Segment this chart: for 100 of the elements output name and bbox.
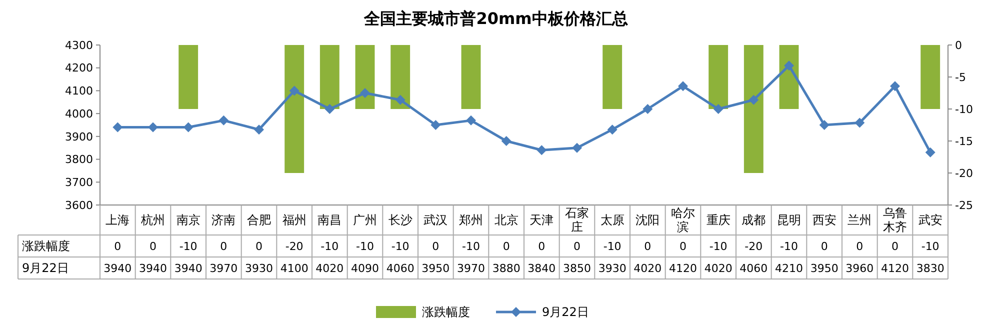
data-label: 4060 [386,262,414,275]
data-label: 4020 [316,262,344,275]
point [572,142,582,153]
x-tick-label: 长沙 [388,213,412,228]
point [536,145,547,156]
x-tick-label: 北京 [494,213,518,228]
point [713,104,724,114]
point [890,81,900,92]
chart-title: 全国主要城市普20mm中板价格汇总 [363,9,628,28]
point [678,81,688,92]
data-label: 3840 [528,262,556,275]
y2-tick-label: 0 [955,38,962,52]
data-label: 4060 [740,262,768,275]
point [748,94,759,105]
x-tick-label: 石家庄 [565,206,589,234]
text: 9月22日 [22,261,69,276]
data-label: 4020 [704,262,732,275]
data-label: 0 [502,240,510,253]
point [854,118,865,128]
x-tick-label: 上海 [106,213,130,228]
legend-label: 涨跌幅度 [422,305,470,320]
data-label: 3940 [104,262,132,275]
data-label: 4100 [280,262,308,275]
point [819,120,830,130]
data-label: -10 [356,240,374,253]
data-label: 0 [820,240,828,253]
point [607,124,618,135]
point [254,124,264,135]
data-label: -10 [780,240,798,253]
data-label: 3930 [245,262,273,275]
x-tick-label: 沈阳 [636,213,660,228]
data-label: -10 [921,240,940,253]
data-label: 0 [574,240,580,253]
y2-tick-label: -10 [955,102,973,116]
data-label: 4210 [775,262,803,275]
data-label: 4120 [669,262,697,275]
data-label: 3970 [457,262,485,275]
data-label: 3950 [810,262,838,275]
data-label: 3830 [916,262,944,275]
data-label: -10 [603,240,622,253]
data-label: 4090 [351,262,379,275]
x-tick-label: 天津 [530,213,554,228]
y-tick-label: 4100 [65,84,93,98]
y-tick-label: 3900 [65,130,93,144]
point [430,120,441,130]
point [148,122,158,132]
x-tick-label: 南昌 [318,213,342,228]
data-label: 3880 [492,262,520,275]
y2-tick-label: -25 [955,198,973,212]
x-tick-label: 杭州 [140,213,165,228]
data-label: 3850 [563,262,591,275]
x-tick-label: 哈尔滨 [671,206,695,234]
x-tick-label: 太原 [600,213,624,228]
data-label: -20 [744,240,763,253]
x-tick-label: 重庆 [706,213,730,228]
y-tick-label: 4000 [65,107,93,120]
data-label: 0 [432,240,440,253]
y2-tick-label: -15 [955,134,973,148]
y2-tick-label: -5 [955,70,966,84]
x-tick-label: 南京 [176,213,200,228]
data-label: 4120 [881,262,909,275]
point [360,88,370,98]
x-tick-label: 成都 [742,213,766,228]
data-label: 3970 [210,262,238,275]
point [466,115,476,126]
point [112,122,123,132]
y2-tick-label: -20 [955,166,973,180]
data-label: 0 [680,240,686,253]
y-tick-label: 4300 [65,38,93,52]
point [218,115,229,126]
data-label: 3960 [846,262,874,275]
x-tick-label: 乌鲁木齐 [883,206,907,234]
x-tick-label: 兰州 [848,213,872,228]
data-label: 4020 [634,262,662,275]
data-label: -10 [320,240,339,253]
legend-label: 9月22日 [542,305,589,320]
data-label: 3930 [598,262,626,275]
x-tick-label: 福州 [282,213,306,228]
data-label: -10 [709,240,728,253]
point [183,122,194,132]
x-tick-label: 广州 [353,213,377,228]
x-tick-label: 合肥 [247,213,271,228]
y-tick-label: 3600 [65,198,93,212]
x-tick-label: 武汉 [424,213,448,228]
point [925,147,936,158]
x-tick-label: 济南 [212,213,236,228]
data-label: -10 [179,240,198,253]
y-tick-label: 3800 [65,153,93,166]
x-tick-label: 昆明 [777,213,801,228]
data-label: 0 [856,240,864,253]
data-label: 3940 [174,262,202,275]
data-label: 0 [114,240,122,253]
point [324,104,335,114]
data-label: -20 [285,240,304,253]
point [289,86,300,96]
x-tick-label: 武安 [918,213,942,228]
point [501,136,512,146]
text: 涨跌幅度 [22,239,70,254]
data-label: 0 [538,240,546,253]
point [395,94,406,105]
